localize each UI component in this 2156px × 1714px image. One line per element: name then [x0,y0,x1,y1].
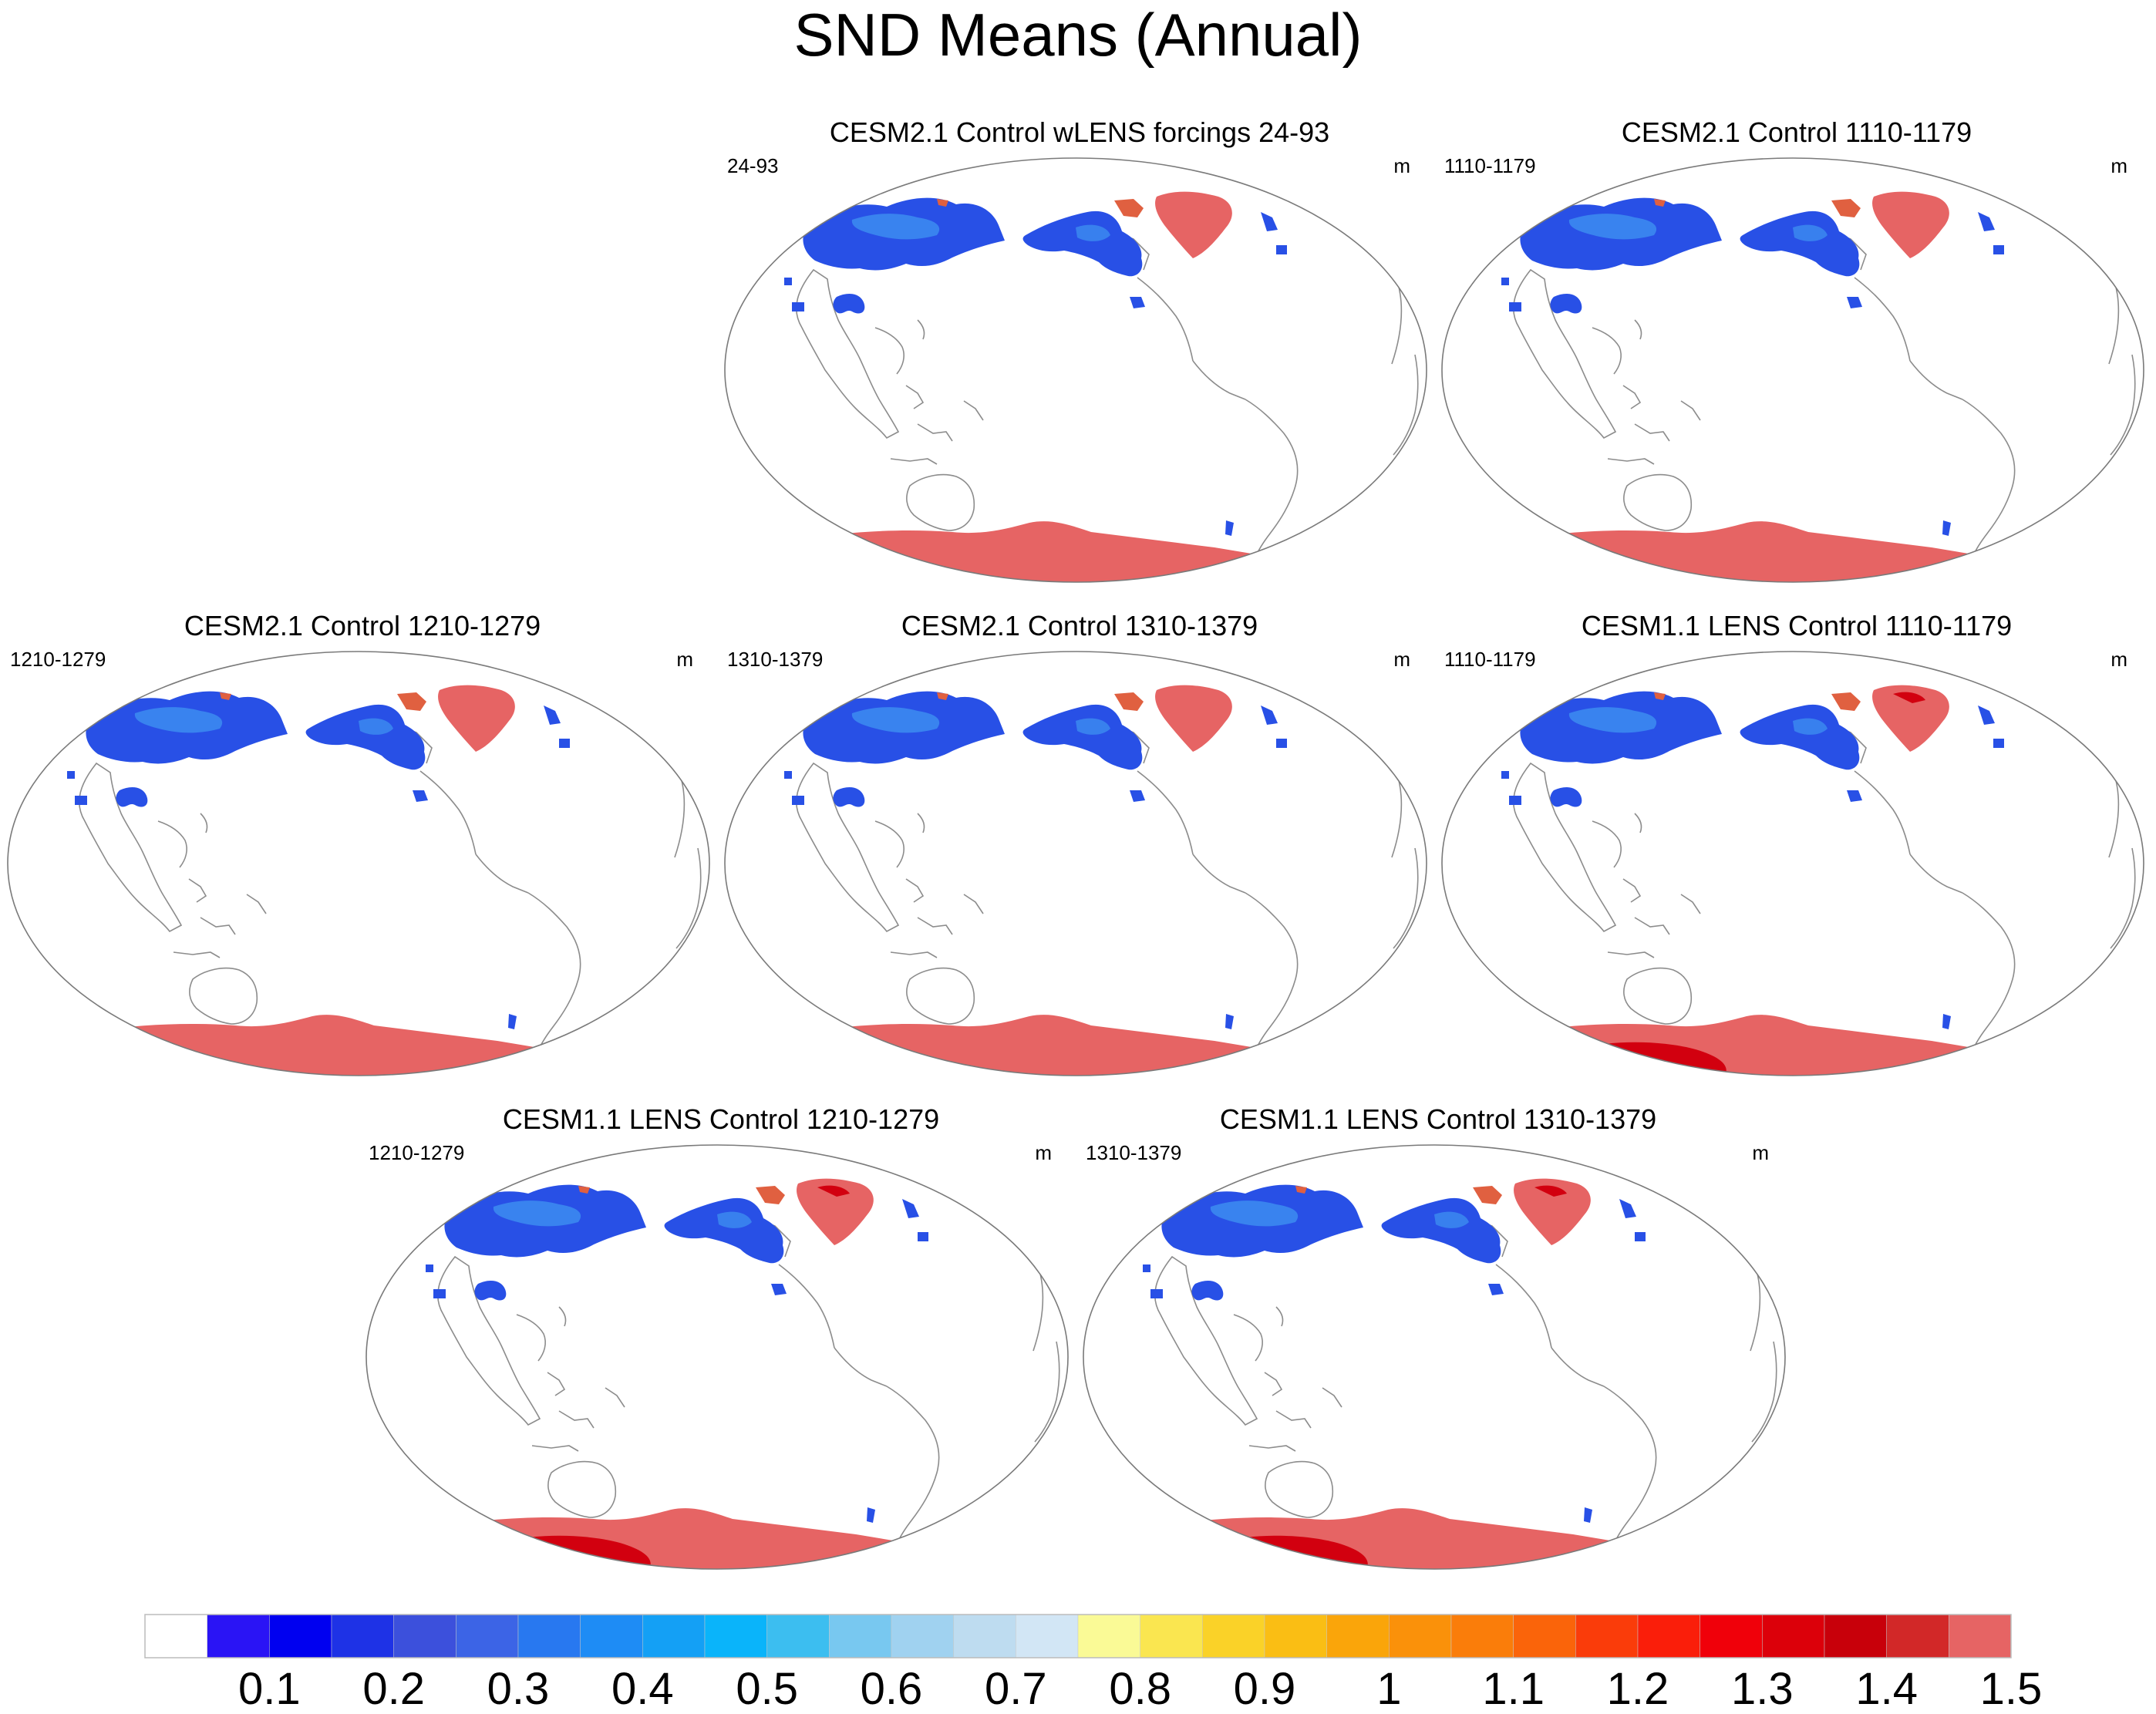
map-panel-p6: CESM1.1 LENS Control 1210-1279 1210-1279 m [362,1103,1080,1581]
panel-left-label: 1310-1379 [1086,1141,1182,1164]
colorbar-box [766,1614,830,1658]
colorbar-box [1762,1614,1825,1658]
colorbar-label: 0.5 [736,1664,798,1714]
colorbar-box [642,1614,706,1658]
colorbar-box [393,1614,456,1658]
map-globe [1441,651,2144,1076]
colorbar-label: 0.9 [1234,1664,1296,1714]
colorbar-label: 1.2 [1607,1664,1669,1714]
map-panel-p3: CESM2.1 Control 1210-1279 1210-1279 m [4,609,721,1087]
colorbar-label: 0.3 [487,1664,550,1714]
figure-title: SND Means (Annual) [793,1,1363,69]
panel-title: CESM2.1 Control 1310-1379 [901,610,1258,641]
map-globe [366,1144,1069,1570]
colorbar-label: 1.5 [1980,1664,2043,1714]
colorbar-box [1140,1614,1203,1658]
colorbar-label: 0.4 [611,1664,674,1714]
colorbar-box [331,1614,394,1658]
map-panel-p7: CESM1.1 LENS Control 1310-1379 1310-1379 m [1080,1103,1797,1581]
map-panel-p1: CESM2.1 Control wLENS forcings 24-93 24-9… [721,116,1438,594]
panel-units-label: m [1035,1141,1052,1164]
colorbar-box [1389,1614,1452,1658]
colorbar-box [1886,1614,1949,1658]
panel-title: CESM2.1 Control wLENS forcings 24-93 [829,116,1330,148]
colorbar-label: 1.3 [1731,1664,1794,1714]
colorbar-box [1575,1614,1639,1658]
panel-units-label: m [1393,648,1410,671]
colorbar-box [269,1614,332,1658]
panel-title: CESM1.1 LENS Control 1210-1279 [502,1103,940,1135]
colorbar-box [1077,1614,1140,1658]
colorbar-box [456,1614,519,1658]
panel-left-label: 1210-1279 [10,648,106,671]
colorbar-label: 0.2 [362,1664,425,1714]
colorbar-box [207,1614,270,1658]
panel-title: CESM2.1 Control 1110-1179 [1621,116,1972,148]
colorbar-label: 0.6 [861,1664,923,1714]
map-globe [7,651,710,1076]
map-globe [724,651,1427,1076]
map-panel-p5: CESM1.1 LENS Control 1110-1179 1110-1179 m [1438,609,2155,1087]
colorbar-box [1016,1614,1079,1658]
panel-units-label: m [1752,1141,1769,1164]
map-globe [1083,1144,1786,1570]
colorbar-label: 0.1 [238,1664,301,1714]
panel-left-label: 1210-1279 [369,1141,465,1164]
map-globe [1441,157,2144,583]
colorbar-box [144,1614,207,1658]
colorbar-box [1700,1614,1763,1658]
panel-left-label: 1110-1179 [1444,154,1536,177]
colorbar: 0.1 0.2 0.3 0.4 0.5 0.6 0.7 0.8 0.9 1 1.1 1.2 1.3 1.4… [144,1614,2043,1714]
map-panel-p4: CESM2.1 Control 1310-1379 1310-1379 m [721,609,1438,1087]
colorbar-box [953,1614,1016,1658]
map-globe [724,157,1427,583]
panel-left-label: 1310-1379 [727,648,824,671]
colorbar-box [704,1614,767,1658]
colorbar-box [1264,1614,1327,1658]
colorbar-label: 1.4 [1855,1664,1918,1714]
colorbar-box [1949,1614,2012,1658]
panel-units-label: m [2111,648,2127,671]
panel-units-label: m [1393,154,1410,177]
panel-title: CESM1.1 LENS Control 1310-1379 [1219,1103,1657,1135]
panel-title: CESM1.1 LENS Control 1110-1179 [1581,610,2013,641]
colorbar-box [1202,1614,1265,1658]
panel-left-label: 24-93 [727,154,779,177]
colorbar-box [1513,1614,1576,1658]
colorbar-label: 1.1 [1482,1664,1545,1714]
colorbar-box [1450,1614,1514,1658]
map-panel-p2: CESM2.1 Control 1110-1179 1110-1179 m [1438,116,2155,594]
colorbar-box [580,1614,643,1658]
panel-units-label: m [676,648,693,671]
colorbar-label: 0.8 [1109,1664,1171,1714]
panel-left-label: 1110-1179 [1444,648,1536,671]
colorbar-box [517,1614,581,1658]
colorbar-box [891,1614,954,1658]
colorbar-box [829,1614,892,1658]
colorbar-box [1326,1614,1390,1658]
panel-units-label: m [2111,154,2127,177]
colorbar-label: 1 [1376,1664,1401,1714]
colorbar-box [1637,1614,1700,1658]
colorbar-label: 0.7 [985,1664,1047,1714]
panel-title: CESM2.1 Control 1210-1279 [184,610,541,641]
colorbar-box [1824,1614,1887,1658]
